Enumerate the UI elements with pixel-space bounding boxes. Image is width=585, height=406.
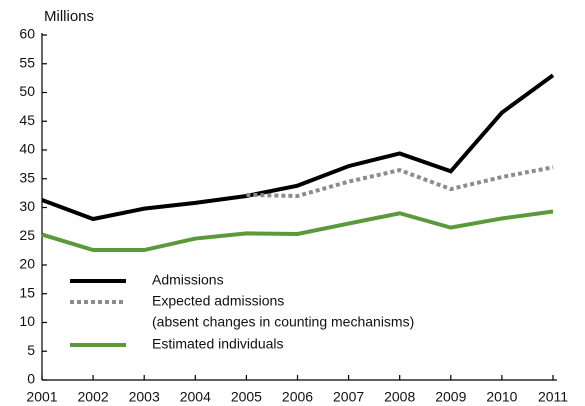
legend-label: Expected admissions xyxy=(152,293,284,309)
x-tick-label: 2003 xyxy=(129,389,160,405)
legend-note: (absent changes in counting mechanisms) xyxy=(152,314,414,330)
y-tick-label: 30 xyxy=(19,198,35,214)
series-line xyxy=(41,209,554,253)
x-tick-label: 2004 xyxy=(180,389,211,405)
y-tick-label: 20 xyxy=(19,256,35,272)
legend-label: Admissions xyxy=(152,272,224,288)
legend-label: Estimated individuals xyxy=(152,336,284,352)
y-tick-label: 5 xyxy=(27,342,35,358)
y-tick-label: 45 xyxy=(19,112,35,128)
y-axis-label: Millions xyxy=(44,8,94,25)
x-tick-label: 2001 xyxy=(26,389,57,405)
x-tick-label: 2002 xyxy=(78,389,109,405)
y-tick-label: 35 xyxy=(19,169,35,185)
x-tick-label: 2007 xyxy=(333,389,364,405)
x-tick-label: 2011 xyxy=(538,389,568,405)
x-tick-label: 2010 xyxy=(486,389,517,405)
y-tick-label: 25 xyxy=(19,227,35,243)
x-tick-label: 2009 xyxy=(435,389,466,405)
series-line xyxy=(41,73,555,222)
x-tick-label: 2005 xyxy=(231,389,262,405)
series-line xyxy=(246,165,554,199)
y-tick-label: 50 xyxy=(19,83,35,99)
y-tick-label: 0 xyxy=(27,371,35,387)
x-tick-label: 2006 xyxy=(282,389,313,405)
x-tick-label: 2008 xyxy=(384,389,415,405)
y-tick-label: 40 xyxy=(19,141,35,157)
y-tick-label: 60 xyxy=(19,26,35,42)
y-tick-label: 15 xyxy=(19,284,35,300)
y-tick-label: 55 xyxy=(19,54,35,70)
y-tick-label: 10 xyxy=(19,313,35,329)
